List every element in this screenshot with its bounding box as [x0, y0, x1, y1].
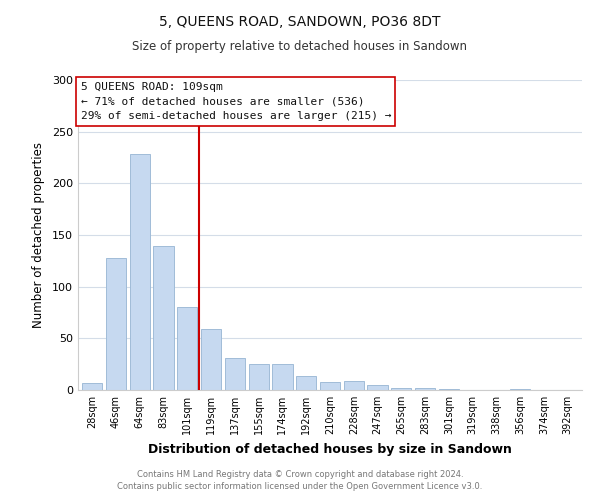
- Bar: [391, 388, 412, 390]
- Bar: [320, 382, 340, 390]
- Bar: [510, 389, 530, 390]
- Bar: [130, 154, 150, 390]
- Bar: [225, 358, 245, 390]
- X-axis label: Distribution of detached houses by size in Sandown: Distribution of detached houses by size …: [148, 442, 512, 456]
- Text: 5 QUEENS ROAD: 109sqm
← 71% of detached houses are smaller (536)
29% of semi-det: 5 QUEENS ROAD: 109sqm ← 71% of detached …: [80, 82, 391, 121]
- Bar: [201, 329, 221, 390]
- Bar: [439, 389, 459, 390]
- Bar: [106, 258, 126, 390]
- Bar: [367, 385, 388, 390]
- Bar: [248, 364, 269, 390]
- Text: Contains HM Land Registry data © Crown copyright and database right 2024.: Contains HM Land Registry data © Crown c…: [137, 470, 463, 479]
- Bar: [272, 364, 293, 390]
- Bar: [82, 383, 103, 390]
- Bar: [154, 246, 173, 390]
- Bar: [177, 308, 197, 390]
- Y-axis label: Number of detached properties: Number of detached properties: [32, 142, 45, 328]
- Text: Contains public sector information licensed under the Open Government Licence v3: Contains public sector information licen…: [118, 482, 482, 491]
- Bar: [344, 380, 364, 390]
- Bar: [415, 388, 435, 390]
- Text: 5, QUEENS ROAD, SANDOWN, PO36 8DT: 5, QUEENS ROAD, SANDOWN, PO36 8DT: [159, 15, 441, 29]
- Bar: [296, 376, 316, 390]
- Text: Size of property relative to detached houses in Sandown: Size of property relative to detached ho…: [133, 40, 467, 53]
